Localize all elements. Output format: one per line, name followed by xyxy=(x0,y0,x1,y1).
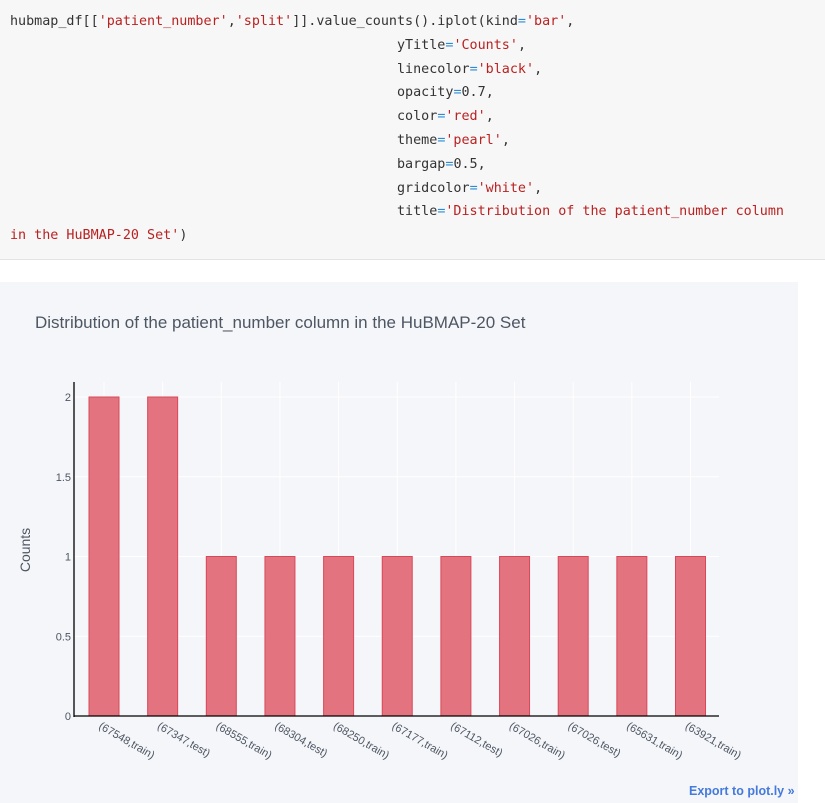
bar[interactable] xyxy=(147,396,179,717)
bar[interactable] xyxy=(205,556,237,717)
x-tick-label: (65631,train) xyxy=(624,720,684,762)
x-tick-label: (68555,train) xyxy=(214,720,274,762)
x-tick-label: (68304,test) xyxy=(272,720,329,760)
bar[interactable] xyxy=(616,556,648,717)
y-tick-label: 0.5 xyxy=(56,631,71,643)
y-axis-title: Counts xyxy=(17,528,33,572)
x-tick-label: (67026,test) xyxy=(566,720,623,760)
bar[interactable] xyxy=(381,556,413,717)
code-cell[interactable]: hubmap_df[['patient_number','split']].va… xyxy=(0,0,825,260)
code-line: title='Distribution of the patient_numbe… xyxy=(397,204,784,220)
y-tick-label: 0 xyxy=(65,711,71,723)
code-line: in the HuBMAP-20 Set') xyxy=(10,228,188,244)
chart-title: Distribution of the patient_number colum… xyxy=(35,313,526,332)
x-tick-label: (67548,train) xyxy=(97,720,157,762)
code-line: opacity=0.7, xyxy=(397,85,494,101)
bar[interactable] xyxy=(675,556,706,717)
code-line: gridcolor='white', xyxy=(397,180,543,196)
code-line: hubmap_df[['patient_number','split']].va… xyxy=(10,14,575,29)
x-tick-label: (67112,test) xyxy=(448,720,504,759)
x-tick-label: (67026,train) xyxy=(507,720,567,762)
x-tick-label: (67177,train) xyxy=(390,720,450,762)
bar[interactable] xyxy=(323,556,355,717)
code-line: color='red', xyxy=(397,109,494,125)
code-line: yTitle='Counts', xyxy=(397,37,526,53)
bar[interactable] xyxy=(499,556,531,717)
bar[interactable] xyxy=(88,396,120,717)
bar[interactable] xyxy=(264,556,296,717)
bars xyxy=(88,396,706,717)
bar[interactable] xyxy=(440,556,472,717)
bar[interactable] xyxy=(557,556,589,717)
x-tick-label: (67347,test) xyxy=(155,720,212,760)
y-tick-label: 1.5 xyxy=(56,472,71,484)
export-to-plotly-link[interactable]: Export to plot.ly » xyxy=(689,784,795,798)
y-tick-label: 2 xyxy=(65,392,71,404)
x-tick-label: (68250,train) xyxy=(331,720,391,762)
y-tick-label: 1 xyxy=(65,552,71,564)
code-line: linecolor='black', xyxy=(397,61,543,77)
bar-chart: 0 0.5 1 1.5 2 (67548,train)(67347,test) (68555… xyxy=(17,382,743,762)
x-tick-label: (63921,train) xyxy=(683,720,743,762)
code-line: bargap=0.5, xyxy=(397,156,486,172)
code-line: theme='pearl', xyxy=(397,133,510,148)
